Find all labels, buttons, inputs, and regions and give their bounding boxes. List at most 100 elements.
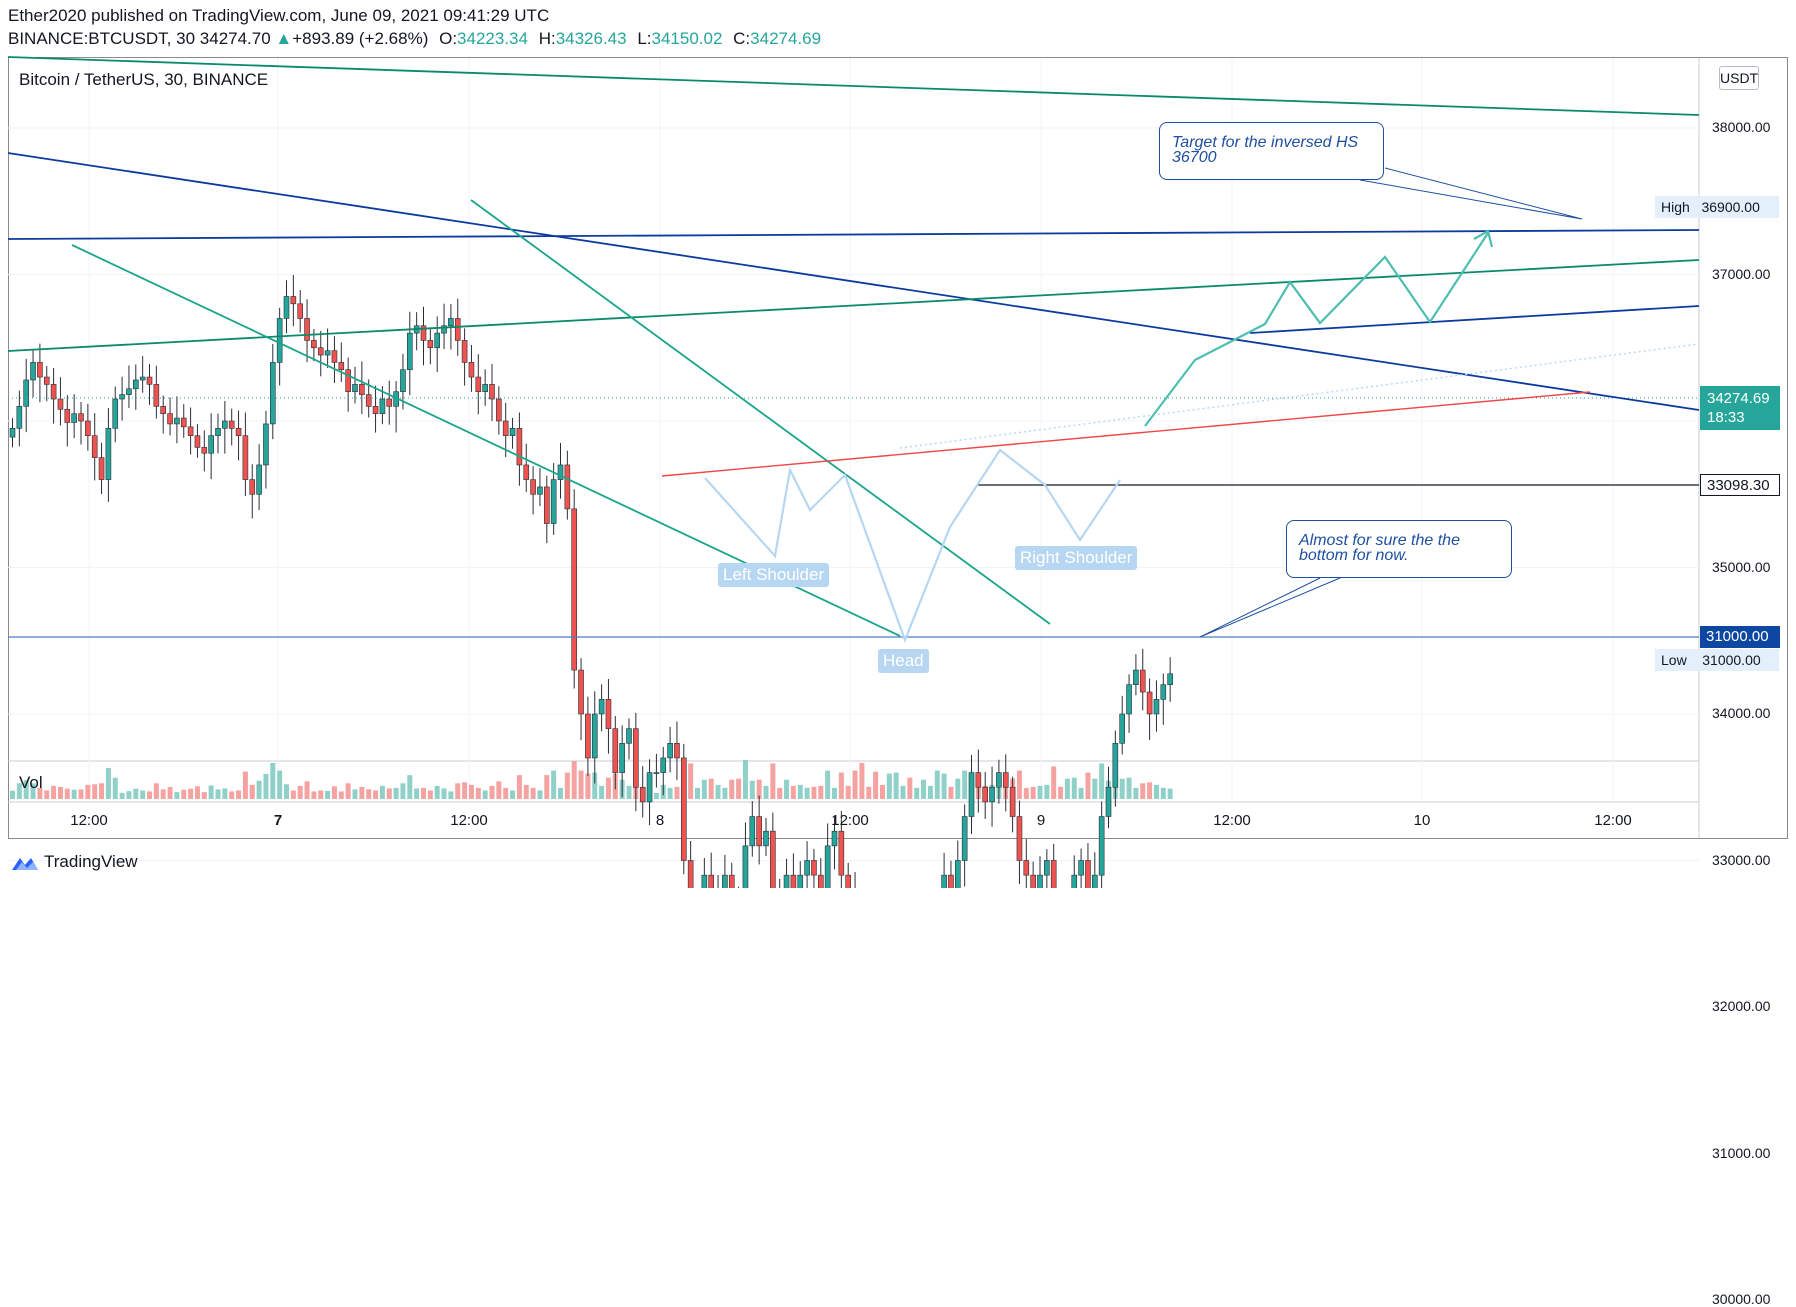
- volume-bar: [763, 785, 769, 799]
- candle-body: [208, 435, 214, 454]
- right-shoulder-label: Right Shoulder: [1015, 546, 1138, 570]
- grid: [8, 58, 1700, 861]
- open-value: 34223.34: [457, 29, 528, 48]
- candle-body: [941, 874, 947, 888]
- candle-body: [1044, 860, 1050, 876]
- candle-body: [1050, 860, 1057, 888]
- time-tick-label: 12:00: [831, 812, 869, 829]
- high-label: H:: [538, 29, 556, 48]
- price-tick-label: 32000.00: [1712, 998, 1771, 1014]
- volume-bar: [256, 780, 262, 799]
- candle-body: [365, 394, 372, 407]
- volume-bar: [749, 780, 755, 799]
- footer-brand[interactable]: TradingView: [10, 852, 138, 872]
- volume-bar: [208, 785, 214, 799]
- candle-body: [989, 786, 995, 803]
- countdown: 18:33: [1707, 409, 1745, 426]
- candle-body: [1105, 786, 1112, 817]
- volume-bar: [626, 785, 632, 799]
- candle-body: [1085, 860, 1091, 888]
- volume-bar: [605, 777, 611, 799]
- time-tick-label: 8: [655, 812, 665, 829]
- volume-bar: [688, 763, 694, 799]
- volume-bar: [599, 785, 605, 799]
- candle-body: [530, 479, 536, 495]
- candle-body: [180, 417, 187, 428]
- candle-body: [667, 742, 673, 759]
- volume-bar: [393, 787, 399, 799]
- volume-bar: [873, 771, 879, 799]
- volume-bar: [516, 775, 522, 799]
- candle-body: [256, 464, 262, 495]
- volume-bar: [537, 790, 543, 799]
- volume-bar: [201, 792, 207, 799]
- candle-body: [756, 816, 762, 847]
- candle-body: [98, 457, 105, 480]
- volume-bar: [160, 789, 166, 799]
- volume-bar: [1160, 787, 1166, 799]
- target-callout[interactable]: Target for the inversed HS 36700: [1159, 122, 1384, 180]
- ticker: BINANCE:BTCUSDT, 30: [8, 29, 196, 48]
- candle-body: [269, 362, 276, 425]
- candle-body: [804, 860, 810, 876]
- candle-body: [1098, 816, 1105, 876]
- head-label: Head: [878, 649, 929, 673]
- last-price-tag: 34274.69 18:33: [1700, 386, 1780, 430]
- candle-body: [817, 874, 824, 888]
- candle-body: [194, 435, 201, 448]
- volume-bar: [78, 789, 84, 799]
- volume-bar: [215, 789, 221, 799]
- volume-bar: [722, 787, 728, 799]
- candle-body: [317, 347, 324, 356]
- wedge-upper-line: [470, 199, 1051, 625]
- candle-body: [982, 786, 989, 803]
- candle-body: [783, 874, 790, 888]
- candle-body: [37, 362, 43, 378]
- candle-body: [126, 388, 132, 395]
- candle-body: [646, 772, 653, 803]
- candle-body: [824, 845, 831, 888]
- price-chart[interactable]: [0, 0, 1796, 888]
- time-tick-label: 7: [273, 812, 283, 829]
- change-arrow-icon: ▲: [275, 29, 293, 48]
- volume-bar: [1023, 787, 1029, 799]
- volume-bar: [510, 790, 516, 799]
- candle-body: [598, 699, 605, 715]
- candle-body: [680, 757, 687, 861]
- candle-body: [1002, 772, 1009, 788]
- candle-body: [441, 325, 447, 334]
- bottom-callout[interactable]: Almost for sure the the bottom for now.: [1286, 520, 1512, 578]
- volume-bar: [818, 785, 824, 799]
- candle-body: [674, 742, 680, 759]
- volume-bar: [57, 787, 63, 799]
- volume-bar: [852, 770, 858, 799]
- candle-body: [9, 428, 16, 438]
- candle-body: [400, 369, 406, 393]
- candle-body: [242, 435, 249, 480]
- candle-body: [331, 350, 338, 363]
- volume-bar: [496, 781, 502, 799]
- volume-bar: [729, 779, 735, 799]
- candlesticks: [9, 274, 1173, 888]
- candle-body: [379, 398, 386, 414]
- volume-label: Vol: [19, 773, 43, 792]
- volume-bar: [366, 789, 372, 799]
- high-value: 34326.43: [555, 29, 627, 48]
- volume-bar: [10, 790, 15, 799]
- candle-body: [1167, 673, 1173, 686]
- volume-bar: [462, 782, 468, 799]
- volume-bar: [37, 787, 43, 799]
- candle-body: [160, 406, 166, 414]
- volume-bar: [147, 791, 152, 799]
- candle-body: [509, 428, 516, 436]
- volume-bar: [1085, 772, 1091, 799]
- volume-bar: [674, 786, 680, 799]
- candle-body: [91, 435, 98, 458]
- volume-bar: [331, 786, 337, 799]
- chart-frame[interactable]: [8, 57, 1788, 839]
- close-label: C:: [733, 29, 751, 48]
- volume-bar: [845, 785, 851, 799]
- currency-button[interactable]: USDT: [1719, 66, 1759, 90]
- volume-bar: [222, 788, 228, 799]
- low-value: 34150.02: [651, 29, 723, 48]
